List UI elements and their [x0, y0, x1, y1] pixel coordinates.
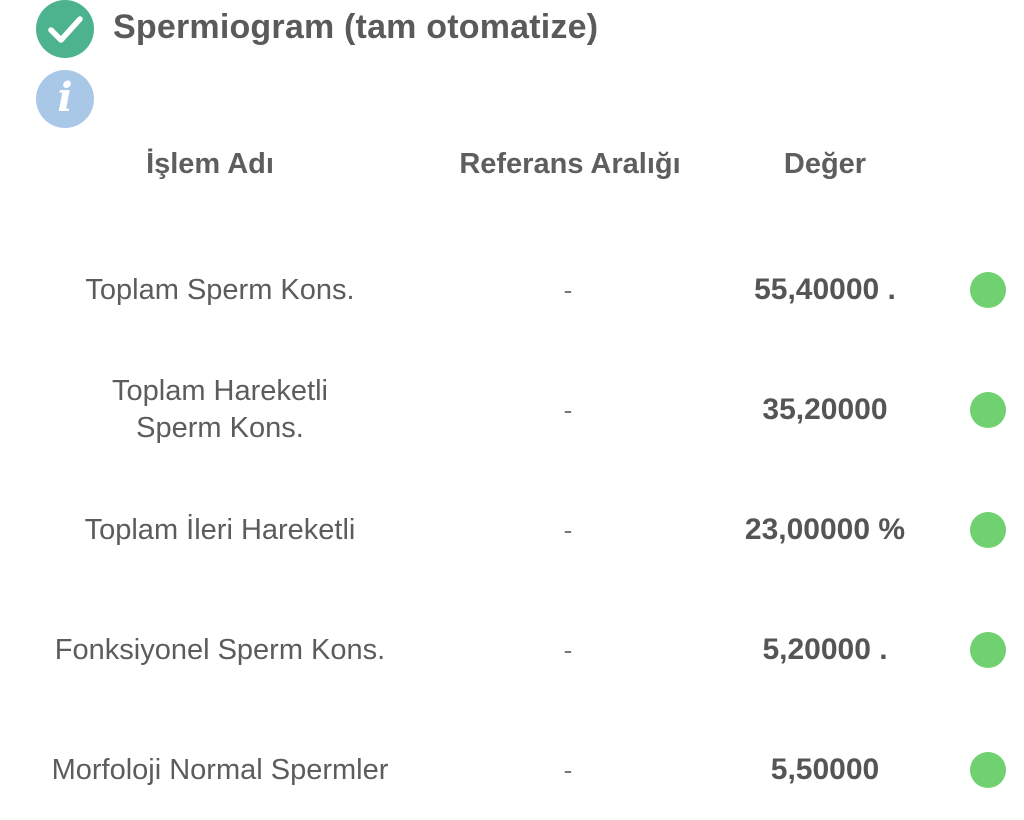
test-value: 5,50000	[770, 753, 880, 786]
report-header: Spermiogram (tam otomatize)	[36, 0, 996, 60]
table-row: Morfoloji Normal Spermler - 5,50000	[0, 720, 1024, 820]
page-title: Spermiogram (tam otomatize)	[113, 8, 599, 46]
table-row: Toplam Sperm Kons. - 55,40000 .	[0, 240, 1024, 340]
info-glyph: i	[57, 74, 73, 121]
test-name-text: Toplam Hareketli Sperm Kons.	[112, 375, 328, 444]
reference-range: -	[563, 754, 573, 785]
test-value: 5,20000 .	[762, 633, 888, 666]
test-value: 55,40000 .	[754, 273, 896, 306]
info-icon[interactable]: i	[36, 70, 94, 128]
status-dot-icon	[970, 392, 1006, 428]
table-row: Toplam İleri Hareketli - 23,00000 %	[0, 480, 1024, 580]
test-name: Toplam Hareketli Sperm Kons.	[20, 360, 420, 460]
status-dot-icon	[970, 272, 1006, 308]
test-value: 23,00000 %	[744, 513, 906, 546]
table-row: Fonksiyonel Sperm Kons. - 5,20000 .	[0, 600, 1024, 700]
test-name: Toplam Sperm Kons.	[85, 273, 355, 306]
column-header-value: Değer	[783, 148, 867, 180]
table-row: Toplam Hareketli Sperm Kons. - 35,20000	[0, 360, 1024, 460]
reference-range: -	[563, 514, 573, 545]
test-name: Fonksiyonel Sperm Kons.	[54, 633, 386, 666]
status-dot-icon	[970, 632, 1006, 668]
column-header-reference: Referans Aralığı	[459, 148, 681, 180]
reference-range: -	[563, 274, 573, 305]
reference-range: -	[563, 634, 573, 665]
column-header-name: İşlem Adı	[146, 148, 274, 180]
reference-range: -	[563, 394, 573, 425]
status-dot-icon	[970, 752, 1006, 788]
status-dot-icon	[970, 512, 1006, 548]
test-name: Toplam İleri Hareketli	[84, 513, 356, 546]
check-circle-icon	[36, 0, 94, 58]
test-value: 35,20000	[762, 393, 888, 426]
test-name: Morfoloji Normal Spermler	[51, 753, 389, 786]
